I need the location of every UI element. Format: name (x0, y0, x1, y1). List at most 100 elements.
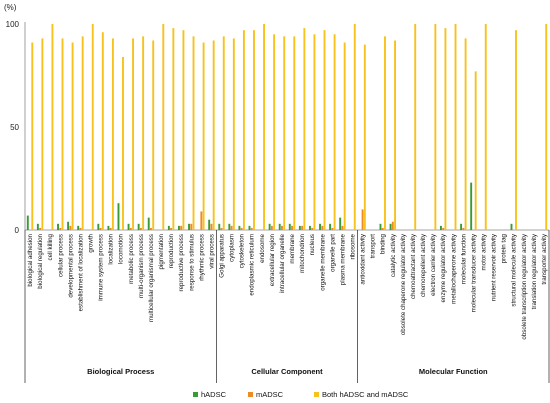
bar-hADSC (137, 223, 140, 230)
bar-both (394, 40, 397, 231)
bar-hADSC (177, 225, 180, 230)
category-label: molecular transducer activity (470, 233, 477, 312)
category-label: biological adhesion (27, 233, 34, 286)
bar-hADSC (208, 219, 211, 230)
bar-mADSC (109, 227, 112, 230)
bar-both (363, 44, 366, 230)
bar-mADSC (150, 227, 152, 230)
bar-mADSC (301, 225, 304, 230)
bar-mADSC (291, 225, 293, 230)
bar-both (81, 36, 84, 230)
category-label: endosome (259, 233, 266, 262)
y-tick-label: 100 (6, 20, 20, 29)
category-label: nutrient reservoir activity (491, 233, 498, 301)
category-label: organelle membrane (319, 233, 326, 290)
bar-hADSC (228, 223, 231, 230)
category-label: Golgi apparatus (219, 234, 226, 278)
bar-both (162, 24, 165, 230)
bar-hADSC (470, 182, 473, 230)
bar-both (353, 24, 356, 230)
category-label: intracellular organelle (279, 233, 286, 292)
bar-both (192, 36, 195, 230)
bar-hADSC (268, 223, 271, 230)
bar-mADSC (391, 221, 394, 230)
category-label: structural molecule activity (511, 233, 518, 306)
bar-both (333, 34, 336, 230)
bar-mADSC (59, 227, 62, 230)
category-label: cytoskeleton (239, 233, 246, 268)
category-label: developmental process (67, 234, 74, 298)
bar-both (313, 34, 316, 230)
category-label: pigmentation (158, 233, 165, 269)
bar-both (132, 38, 135, 230)
category-label: motor activity (481, 233, 488, 270)
bar-both (232, 38, 235, 230)
bar-both (101, 32, 104, 230)
bar-both (323, 30, 326, 231)
bar-hADSC (127, 223, 130, 230)
bar-mADSC (39, 227, 42, 230)
bar-both (222, 36, 225, 230)
bar-mADSC (341, 225, 344, 230)
bar-mADSC (230, 225, 233, 230)
bar-both (515, 30, 517, 231)
category-label: cell killing (47, 233, 54, 260)
category-label: extracellular region (269, 233, 276, 286)
category-label: establishment of localization (77, 233, 84, 311)
legend-label: mADSC (256, 390, 284, 399)
bar-mADSC (69, 225, 72, 230)
bar-hADSC (278, 223, 281, 230)
category-label: locomotion (118, 233, 125, 263)
category-label: reproduction (168, 233, 175, 268)
bar-hADSC (319, 223, 321, 230)
category-label: obsolete transcription regulator activit… (521, 233, 528, 339)
bar-mADSC (321, 225, 324, 230)
bar-hADSC (379, 223, 382, 230)
category-label: antioxidant activity (360, 233, 367, 284)
bar-both (152, 40, 155, 231)
bar-hADSC (460, 223, 463, 230)
category-label: catalytic activity (390, 233, 397, 277)
category-label: multi-organism process (138, 234, 145, 298)
bar-mADSC (129, 227, 132, 230)
bar-hADSC (167, 225, 170, 230)
bar-both (474, 71, 477, 230)
group-label: Molecular Function (419, 367, 488, 376)
bar-hADSC (107, 225, 110, 230)
bar-both (263, 24, 266, 230)
category-label: binding (380, 233, 387, 254)
legend-swatch-hADSC (193, 392, 198, 397)
bar-both (142, 36, 145, 230)
category-label: molecular function (460, 233, 467, 284)
bar-both (434, 24, 437, 230)
bar-hADSC (117, 203, 120, 230)
y-tick-label: 50 (10, 123, 19, 132)
bar-both (51, 24, 54, 230)
bar-both (61, 38, 64, 230)
bar-mADSC (311, 227, 314, 230)
category-label: growth (88, 233, 95, 252)
bar-both (253, 30, 255, 231)
bar-mADSC (270, 225, 273, 230)
legend-swatch-both (314, 392, 319, 397)
category-label: metallochaperone activity (450, 233, 457, 304)
bar-hADSC (248, 225, 251, 230)
bar-both (343, 42, 346, 230)
category-label: transporter activity (541, 233, 548, 284)
category-label: transport (370, 234, 377, 259)
bar-mADSC (190, 223, 193, 230)
bar-hADSC (147, 217, 150, 230)
bar-both (464, 38, 467, 230)
bar-hADSC (97, 223, 100, 230)
y-tick-label: 0 (15, 226, 20, 235)
bar-mADSC (180, 225, 183, 230)
legend-label: Both hADSC and mADSC (322, 390, 409, 399)
bar-both (91, 24, 94, 230)
bar-hADSC (339, 217, 342, 230)
bar-both (414, 24, 417, 230)
bar-mADSC (99, 227, 102, 230)
category-label: organelle part (329, 234, 336, 272)
bar-both (172, 28, 175, 231)
